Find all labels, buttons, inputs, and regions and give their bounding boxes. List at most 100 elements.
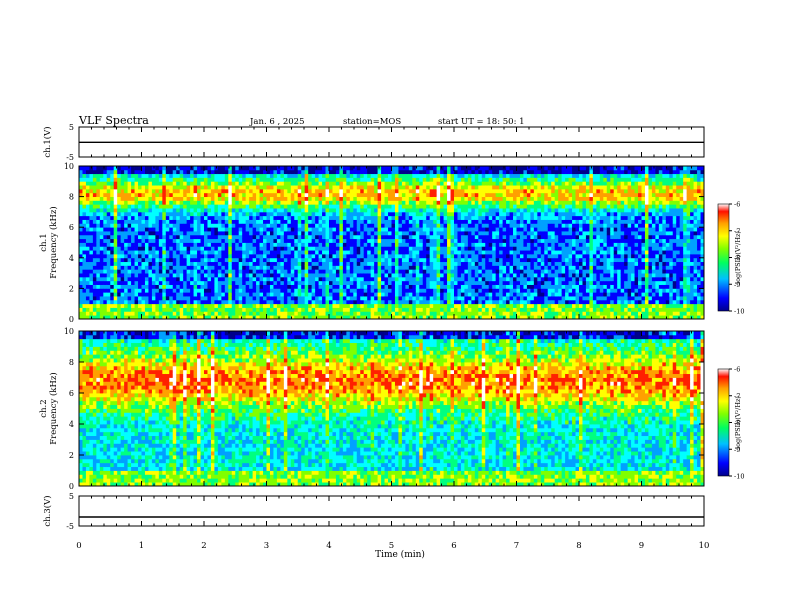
spectrogram-cell: [370, 188, 375, 194]
spectrogram-cell: [162, 215, 167, 220]
spectrogram-cell: [457, 223, 462, 228]
spectrogram-cell: [92, 273, 97, 278]
spectrogram-cell: [391, 273, 396, 278]
spectrogram-cell: [113, 208, 118, 213]
spectrogram-cell: [290, 299, 295, 305]
spectrogram-cell: [204, 169, 208, 175]
spectrogram-cell: [401, 238, 406, 243]
spectrogram-cell: [158, 177, 163, 182]
spectrogram-cell: [422, 299, 427, 305]
spectrogram-cell: [200, 173, 205, 178]
spectrogram-cell: [228, 196, 233, 201]
spectrogram-cell: [353, 265, 358, 270]
spectrogram-cell: [464, 303, 469, 308]
spectrogram-cell: [454, 204, 458, 209]
spectrogram-cell: [124, 234, 129, 240]
spectrogram-cell: [172, 173, 177, 178]
spectrogram-cell: [210, 253, 215, 259]
spectrogram-cell: [158, 223, 163, 228]
spectrogram-cell: [224, 269, 229, 274]
spectrogram-cell: [339, 200, 344, 205]
spectrogram-cell: [485, 250, 490, 255]
spectrogram-cell: [148, 250, 153, 255]
spectrogram-cell: [335, 181, 340, 186]
spectrogram-cell: [238, 173, 243, 178]
spectrogram-cell: [405, 265, 410, 270]
spectrogram-cell: [367, 211, 372, 217]
spectrogram-cell: [79, 307, 83, 312]
spectrogram-cell: [308, 261, 313, 266]
spectrogram-cell: [311, 288, 316, 293]
spectrogram-cell: [103, 296, 108, 301]
spectrogram-cell: [210, 284, 215, 289]
spectrogram-cell: [297, 166, 302, 171]
spectrogram-cell: [144, 284, 149, 289]
spectrogram-cell: [92, 257, 97, 263]
spectrogram-cell: [367, 288, 372, 293]
spectrogram-cell: [332, 296, 337, 301]
spectrogram-cell: [447, 231, 451, 236]
spectrogram-cell: [349, 188, 354, 194]
spectrogram-cell: [363, 246, 368, 251]
spectrogram-cell: [186, 223, 191, 228]
spectrogram-cell: [294, 204, 299, 209]
spectrogram-cell: [96, 253, 101, 259]
spectrogram-cell: [325, 288, 330, 293]
spectrogram-cell: [207, 204, 212, 209]
spectrogram-cell: [242, 261, 247, 266]
spectrogram-cell: [367, 315, 372, 320]
spectrogram-cell: [231, 173, 236, 178]
spectrogram-cell: [398, 185, 403, 190]
spectrogram-cell: [103, 276, 108, 282]
spectrogram-cell: [245, 311, 250, 316]
spectrogram-cell: [183, 250, 188, 255]
spectrogram-cell: [259, 169, 264, 175]
spectrogram-cell: [242, 188, 247, 194]
spectrogram-cell: [367, 246, 372, 251]
spectrogram-cell: [96, 303, 101, 308]
spectrogram-cell: [304, 200, 309, 205]
spectrogram-cell: [117, 261, 122, 266]
spectrogram-cell: [308, 181, 313, 186]
spectrogram-cell: [391, 311, 396, 316]
spectrogram-cell: [148, 219, 153, 224]
spectrogram-cell: [290, 231, 295, 236]
spectrogram-cell: [408, 276, 413, 282]
spectrogram-cell: [342, 204, 347, 209]
spectrogram-cell: [408, 265, 413, 270]
spectrogram-cell: [79, 223, 83, 228]
spectrogram-cell: [308, 166, 313, 171]
spectrogram-cell: [162, 234, 167, 240]
spectrogram-cell: [308, 196, 313, 201]
spectrogram-cell: [315, 276, 319, 282]
spectrogram-cell: [443, 173, 448, 178]
spectrogram-cell: [99, 269, 104, 274]
spectrogram-cell: [471, 177, 476, 182]
spectrogram-cell: [454, 307, 458, 312]
spectrogram-cell: [186, 185, 191, 190]
spectrogram-cell: [325, 181, 330, 186]
spectrogram-cell: [495, 181, 500, 186]
spectrogram-cell: [131, 219, 135, 224]
spectrogram-cell: [485, 215, 490, 220]
spectrogram-cell: [495, 292, 500, 297]
spectrogram-cell: [339, 253, 344, 259]
spectrogram-cell: [485, 307, 490, 312]
spectrogram-cell: [422, 292, 427, 297]
spectrogram-cell: [235, 299, 240, 305]
spectrogram-cell: [353, 253, 358, 259]
spectrogram-cell: [492, 231, 497, 236]
spectrogram-cell: [322, 273, 326, 278]
spectrogram-cell: [495, 307, 500, 312]
spectrogram-cell: [290, 303, 295, 308]
spectrogram-cell: [332, 181, 337, 186]
spectrogram-cell: [412, 261, 417, 266]
spectrogram-cell: [471, 211, 476, 217]
spectrogram-cell: [176, 219, 181, 224]
spectrogram-cell: [460, 188, 465, 194]
spectrogram-cell: [346, 166, 351, 171]
spectrogram-cell: [433, 311, 438, 316]
spectrogram-cell: [106, 250, 111, 255]
spectrogram-cell: [172, 265, 177, 270]
spectrogram-cell: [266, 219, 271, 224]
